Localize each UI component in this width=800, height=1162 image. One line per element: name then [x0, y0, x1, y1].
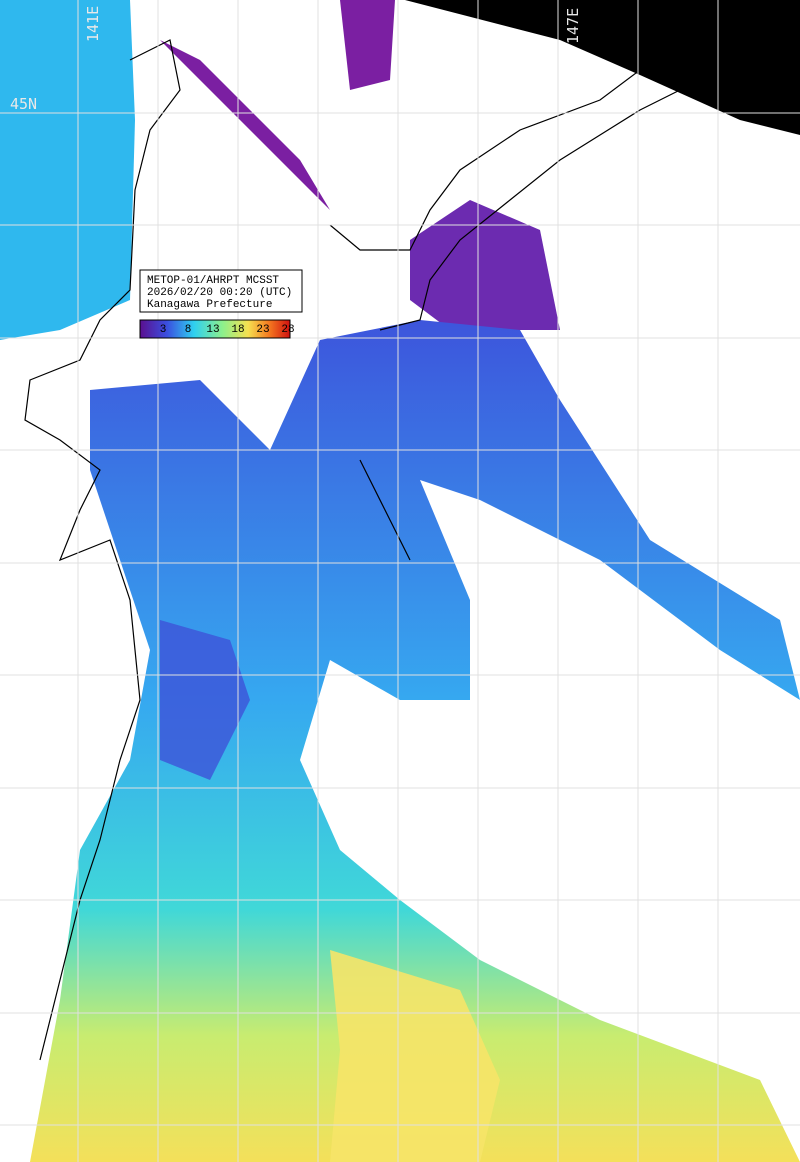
- colorbar-tick-label: 13: [206, 324, 219, 336]
- colorbar: [139, 319, 291, 339]
- legend-box: [139, 269, 303, 313]
- colorbar-tick-label: 28: [281, 324, 294, 336]
- sea-region: [340, 0, 395, 90]
- coastlines: [24, 9, 796, 1061]
- night-region: [405, 0, 800, 135]
- legend-line: 2026/02/20 00:20 (UTC): [147, 287, 292, 299]
- colorbar-tick-label: 23: [256, 324, 269, 336]
- coastline: [24, 39, 181, 1061]
- sea-region: [330, 950, 500, 1162]
- colorbar-tick-label: 8: [185, 324, 192, 336]
- coastline: [759, 9, 796, 46]
- sea-region: [160, 620, 250, 780]
- legend-line: Kanagawa Prefecture: [147, 299, 272, 311]
- sea-region: [0, 0, 135, 340]
- coastline: [359, 459, 411, 561]
- coastline: [329, 59, 701, 331]
- lat-label: 45N: [10, 95, 37, 113]
- sea-region: [160, 40, 330, 210]
- sea-region: [30, 320, 800, 1162]
- sea-region: [410, 200, 560, 330]
- legend: METOP-01/AHRPT MCSST 2026/02/20 00:20 (U…: [139, 269, 303, 339]
- colorbar-tick-label: 3: [160, 324, 167, 336]
- legend-line: METOP-01/AHRPT MCSST: [147, 275, 279, 287]
- lon-label: 147E: [564, 8, 582, 44]
- colorbar-tick-label: 18: [231, 324, 244, 336]
- lon-label: 141E: [84, 6, 102, 42]
